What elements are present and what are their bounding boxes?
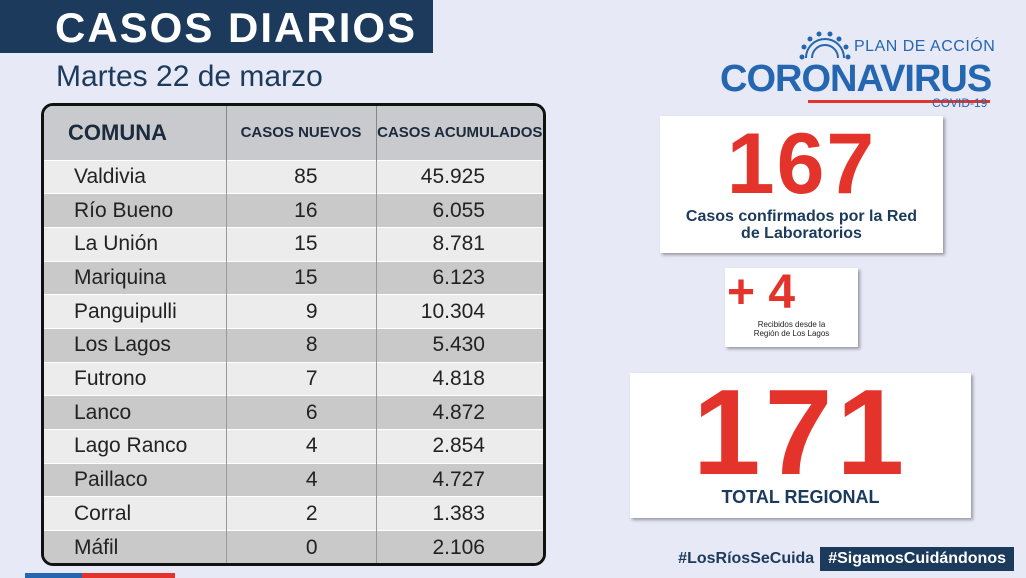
- cell-comuna: Río Bueno: [44, 193, 227, 228]
- received-cases-card: + 4 Recibidos desde la Región de Los Lag…: [725, 268, 858, 347]
- column-header-comuna: COMUNA: [44, 106, 227, 160]
- logo-plan-text: PLAN DE ACCIÓN: [854, 38, 996, 55]
- cell-casos-nuevos: 8: [226, 327, 377, 363]
- cell-casos-acumulados: 45.925: [376, 159, 543, 194]
- cell-casos-nuevos: 9: [226, 294, 377, 329]
- table-row: Lanco 6 4.872: [44, 395, 543, 430]
- confirmed-cases-label: Casos confirmados por la Red de Laborato…: [685, 208, 918, 242]
- cell-casos-acumulados: 6.055: [376, 193, 543, 228]
- cell-casos-acumulados: 6.123: [376, 260, 543, 295]
- table-row: Paillaco 4 4.727: [44, 462, 543, 497]
- cell-casos-nuevos: 6: [226, 395, 377, 430]
- cell-comuna: Panguipulli: [44, 294, 227, 329]
- column-header-acumulados: CASOS ACUMULADOS: [376, 106, 543, 160]
- cell-casos-acumulados: 5.430: [376, 327, 543, 363]
- cell-casos-nuevos: 0: [226, 530, 377, 563]
- confirmed-cases-value: 167: [726, 116, 877, 212]
- cell-comuna: Mariquina: [44, 260, 227, 295]
- cell-comuna: Valdivia: [44, 159, 227, 194]
- cell-casos-acumulados: 2.854: [376, 429, 543, 464]
- virus-sun-icon: [799, 31, 851, 60]
- cell-casos-nuevos: 4: [226, 429, 377, 464]
- cell-comuna: Paillaco: [44, 462, 227, 497]
- table-row: Mariquina 15 6.123: [44, 260, 543, 295]
- logo-covid-text: COVID-19: [932, 96, 988, 110]
- table-row: La Unión 15 8.781: [44, 226, 543, 262]
- cell-casos-nuevos: 16: [226, 193, 377, 228]
- cell-casos-nuevos: 2: [226, 496, 377, 531]
- table-row: Lago Ranco 4 2.854: [44, 429, 543, 464]
- cell-casos-nuevos: 4: [226, 462, 377, 497]
- total-regional-card: 171 TOTAL REGIONAL: [630, 364, 971, 518]
- logo-coronavirus-text: CORONAVIRUS: [720, 58, 992, 100]
- cell-casos-nuevos: 15: [226, 260, 377, 295]
- date-subtitle: Martes 22 de marzo: [56, 60, 323, 93]
- footer-bar-blue: [25, 573, 82, 578]
- footer-bar-red: [82, 573, 175, 578]
- cell-casos-acumulados: 2.106: [376, 530, 543, 563]
- hashtag-sigamos: #SigamosCuidándonos: [820, 547, 1014, 571]
- cell-casos-acumulados: 1.383: [376, 496, 543, 531]
- cell-casos-acumulados: 10.304: [376, 294, 543, 329]
- cell-comuna: Los Lagos: [44, 327, 227, 363]
- cases-table: COMUNA CASOS NUEVOS CASOS ACUMULADOS Val…: [41, 103, 546, 566]
- received-cases-value: + 4: [727, 266, 796, 319]
- table-row: Futrono 7 4.818: [44, 361, 543, 396]
- cell-comuna: La Unión: [44, 226, 227, 262]
- cell-casos-acumulados: 4.727: [376, 462, 543, 497]
- table-row: Los Lagos 8 5.430: [44, 327, 543, 363]
- table-row: Máfil 0 2.106: [44, 530, 543, 563]
- hashtags: #LosRíosSeCuida #SigamosCuidándonos: [678, 547, 1014, 571]
- cell-comuna: Máfil: [44, 530, 227, 563]
- received-cases-label: Recibidos desde la Región de Los Lagos: [753, 320, 830, 338]
- footer-color-bar: [25, 573, 175, 578]
- table-row: Corral 2 1.383: [44, 496, 543, 531]
- table-header-row: COMUNA CASOS NUEVOS CASOS ACUMULADOS: [44, 106, 543, 160]
- table-row: Valdivia 85 45.925: [44, 159, 543, 194]
- cell-casos-nuevos: 7: [226, 361, 377, 396]
- coronavirus-logo: PLAN DE ACCIÓN CORONAVIRUS COVID-19: [720, 30, 1000, 110]
- confirmed-cases-card: 167 Casos confirmados por la Red de Labo…: [660, 116, 943, 253]
- cell-casos-nuevos: 15: [226, 226, 377, 262]
- cell-casos-acumulados: 4.872: [376, 395, 543, 430]
- table-row: Panguipulli 9 10.304: [44, 294, 543, 329]
- cell-casos-nuevos: 85: [226, 159, 377, 194]
- total-regional-value: 171: [692, 364, 909, 500]
- hashtag-losrios: #LosRíosSeCuida: [678, 550, 815, 567]
- cell-casos-acumulados: 4.818: [376, 361, 543, 396]
- logo-underline: [808, 100, 990, 103]
- table-row: Río Bueno 16 6.055: [44, 193, 543, 228]
- table-body: Valdivia 85 45.925 Río Bueno 16 6.055 La Unión…: [44, 159, 543, 563]
- cell-casos-acumulados: 8.781: [376, 226, 543, 262]
- cell-comuna: Lago Ranco: [44, 429, 227, 464]
- page-title: CASOS DIARIOS: [0, 0, 433, 53]
- cell-comuna: Lanco: [44, 395, 227, 430]
- cell-comuna: Futrono: [44, 361, 227, 396]
- total-regional-label: TOTAL REGIONAL: [721, 487, 880, 507]
- column-header-nuevos: CASOS NUEVOS: [226, 106, 377, 160]
- cell-comuna: Corral: [44, 496, 227, 531]
